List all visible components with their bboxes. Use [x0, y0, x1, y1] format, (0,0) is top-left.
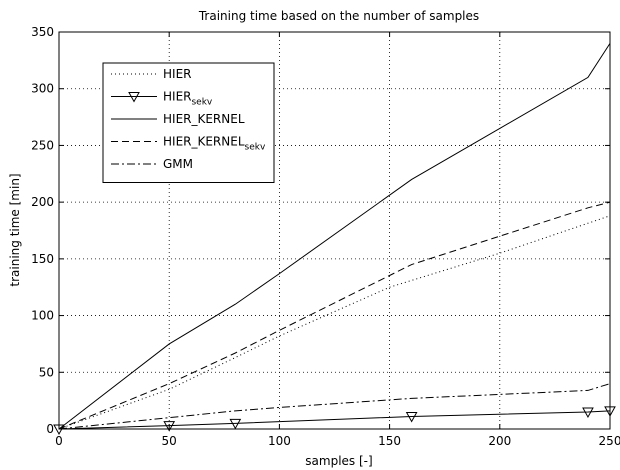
x-axis-label: samples [-] [305, 454, 372, 468]
legend-label-subscript: sekv [191, 98, 212, 108]
y-axis-label: training time [min] [8, 173, 22, 286]
chart-title: Training time based on the number of sam… [198, 9, 479, 23]
series-line-4 [58, 201, 611, 430]
x-tick-label: 50 [162, 434, 177, 448]
series-lines [53, 43, 616, 436]
series-line-5 [58, 383, 611, 430]
series-line-1 [58, 215, 611, 430]
y-tick-label: 200 [31, 195, 54, 209]
legend-label: GMM [163, 157, 193, 171]
y-tick-label: 350 [31, 25, 54, 39]
legend-label: HIER [163, 67, 191, 81]
series-point-2 [582, 407, 594, 419]
legend-label-subscript: sekv [245, 143, 266, 153]
legend: HIERHIERsekvHIER_KERNELHIER_KERNELsekvGM… [102, 62, 275, 183]
series-point-2 [604, 406, 616, 417]
y-tick-label: 250 [31, 138, 54, 152]
series-point-2 [163, 421, 176, 432]
y-tick-label: 50 [39, 365, 54, 379]
series-point-2 [229, 418, 242, 430]
y-tick-label: 300 [31, 82, 54, 96]
axis-ticks: 0 50 100 150 200 250 0 50 100 150 200 250 300 350 [31, 25, 620, 448]
series-point-2 [405, 412, 418, 423]
legend-box [102, 62, 275, 183]
series-line-2 [58, 410, 611, 430]
legend-marker [128, 92, 140, 103]
x-tick-label: 100 [268, 434, 291, 448]
y-tick-label: 150 [31, 252, 54, 266]
x-tick-label: 200 [488, 434, 511, 448]
x-tick-label: 150 [378, 434, 401, 448]
legend-label: HIER_KERNEL [163, 112, 245, 126]
series-point-2 [53, 424, 65, 436]
plot-area [58, 31, 611, 430]
legend-label: HIER_KERNELsekv [163, 135, 266, 153]
y-tick-label: 0 [46, 422, 54, 436]
y-tick-label: 100 [31, 309, 54, 323]
x-tick-label: 0 [55, 434, 63, 448]
x-tick-label: 250 [599, 434, 620, 448]
series-line-3 [58, 43, 611, 430]
